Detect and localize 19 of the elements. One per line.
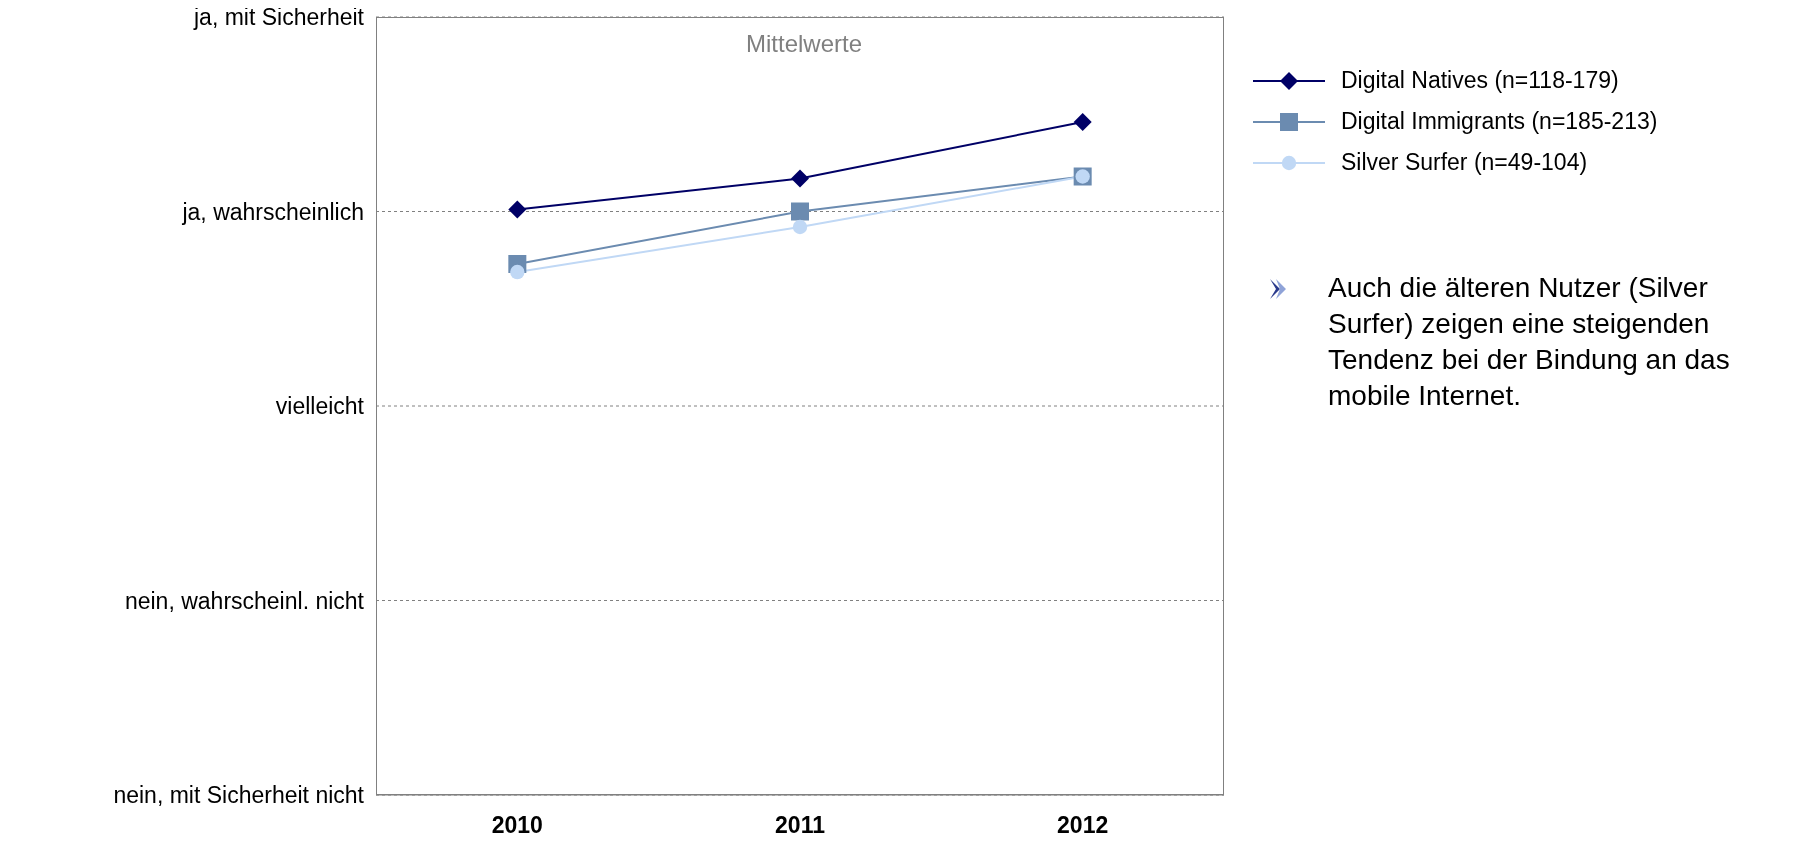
x-tick-label: 2010 [491,812,543,839]
ref-line-label: vielleicht [275,393,365,420]
legend-label: Silver Surfer (n=49-104) [1341,149,1588,176]
text: Auch die älteren Nutzer (Silver Surfer) zeigen eine steigenden Tendenz bei der Bindung an das mobile Internet. [1328,271,1731,413]
point [510,264,525,280]
point [1073,112,1092,131]
point [792,219,808,235]
ref-line-label: ja, wahrscheinlich [181,198,364,225]
point [791,169,809,188]
legend-label: Digital Natives (n=118-179) [1341,67,1619,94]
chart-subtitle: Mittelwerte [745,30,863,58]
point [508,200,527,219]
legend-label: Digital Immigrants (n=185-213) [1341,108,1658,135]
ref-line-label: ja, mit Sicherheit [192,4,365,31]
x-tick-label: 2011 [775,812,826,839]
ref-line-label: nein, mit Sicherheit nicht [113,782,365,809]
ref-line-label: nein, wahrscheinl. nicht [124,587,365,614]
x-tick-label: 2012 [1057,812,1109,839]
point [791,202,809,221]
